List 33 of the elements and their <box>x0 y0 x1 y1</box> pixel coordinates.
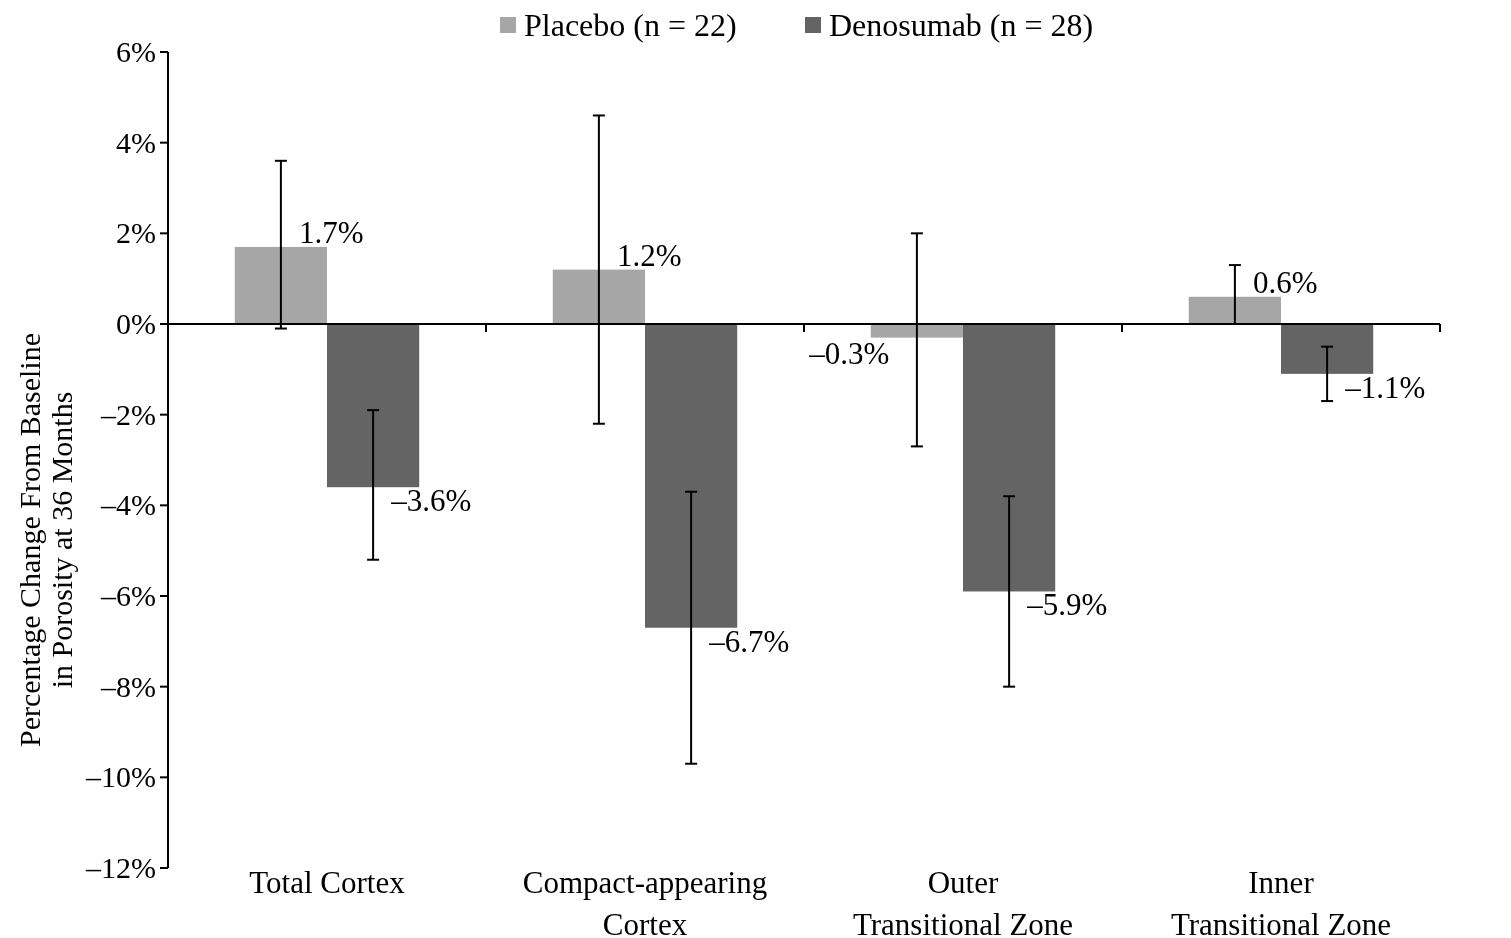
bar <box>645 324 738 628</box>
x-tick-label: Compact-appearing Cortex <box>522 865 768 938</box>
y-axis-title: Percentage Change From Baseline in Porosity at 36 Months <box>13 332 78 748</box>
data-label: –5.9% <box>1026 587 1108 623</box>
y-tick-label: –2% <box>100 397 156 431</box>
data-label: –6.7% <box>708 623 790 659</box>
bar <box>234 246 327 324</box>
bar <box>1188 296 1281 324</box>
legend-label: Placebo (n = 22) <box>524 7 737 43</box>
y-tick-label: –12% <box>85 851 156 884</box>
x-tick-label: Inner Transitional Zone <box>1170 865 1392 938</box>
y-tick-label: 0% <box>116 307 156 340</box>
y-tick-label: –8% <box>100 669 156 703</box>
legend-label: Denosumab (n = 28) <box>829 7 1094 43</box>
bar <box>552 269 645 324</box>
y-tick-label: –10% <box>85 760 156 794</box>
bar <box>327 324 420 488</box>
data-label: –0.3% <box>808 335 890 371</box>
y-tick-label: 6% <box>116 35 156 68</box>
bar <box>1281 324 1374 374</box>
data-label: 1.2% <box>617 237 682 273</box>
y-tick-label: –4% <box>100 488 156 522</box>
y-tick-label: 4% <box>116 125 156 159</box>
data-label: 0.6% <box>1253 264 1318 300</box>
data-label: 1.7% <box>299 214 364 250</box>
bar <box>963 324 1056 592</box>
y-tick-label: 2% <box>116 216 156 250</box>
bar <box>870 324 963 338</box>
y-tick-label: –6% <box>100 579 156 612</box>
x-tick-label: Total Cortex <box>249 865 406 900</box>
x-tick-label: Outer Transitional Zone <box>852 865 1074 938</box>
data-label: –1.1% <box>1344 369 1426 405</box>
data-label: –3.6% <box>390 483 472 519</box>
